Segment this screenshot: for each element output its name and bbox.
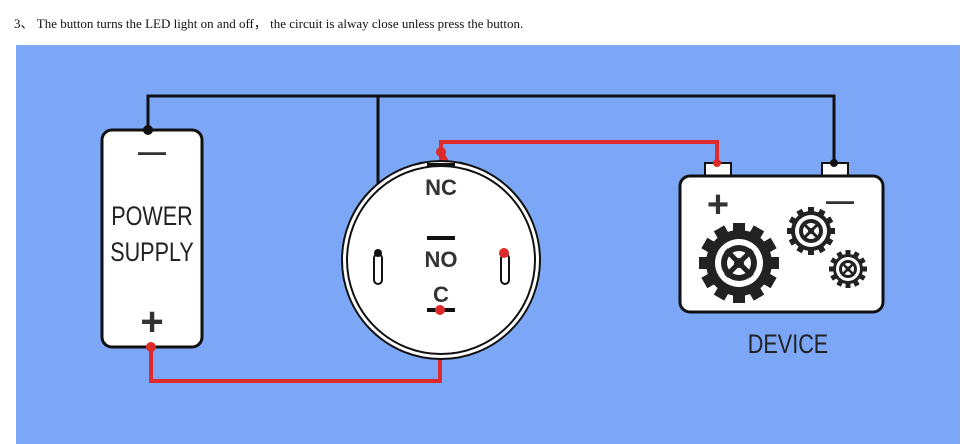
c-label: C [433, 282, 449, 307]
nc-label: NC [425, 175, 457, 200]
wiring-diagram: — POWER SUPPLY + NC NO C + — [16, 45, 960, 444]
no-terminal [427, 236, 455, 240]
power-minus-sign: — [138, 136, 166, 167]
medium-gear-icon [787, 207, 835, 255]
device-minus-junction [830, 159, 838, 167]
device-plus-junction [713, 159, 721, 167]
no-label: NO [425, 247, 458, 272]
nc-terminal [427, 163, 455, 167]
device-minus-sign: — [826, 185, 854, 216]
power-minus-terminal [143, 125, 153, 135]
power-plus-terminal [146, 342, 156, 352]
right-pin-junction [499, 248, 509, 258]
left-pin-junction [374, 249, 382, 257]
device-label: DEVICE [748, 330, 828, 360]
caption-text: 3、 The button turns the LED light on and… [14, 16, 524, 31]
right-pin [500, 253, 510, 285]
left-pin [373, 253, 383, 285]
push-button-switch: NC NO C [341, 147, 541, 360]
c-junction [435, 305, 445, 315]
small-gear-icon [829, 250, 867, 288]
device: + — [678, 159, 885, 360]
device-plus-sign: + [707, 184, 729, 226]
nc-junction [436, 147, 446, 157]
power-supply-label-line1: POWER [111, 202, 193, 232]
power-supply: — POWER SUPPLY + [100, 125, 204, 352]
power-plus-sign: + [140, 300, 163, 344]
power-supply-label-line2: SUPPLY [110, 238, 194, 268]
large-gear-icon [699, 223, 779, 303]
